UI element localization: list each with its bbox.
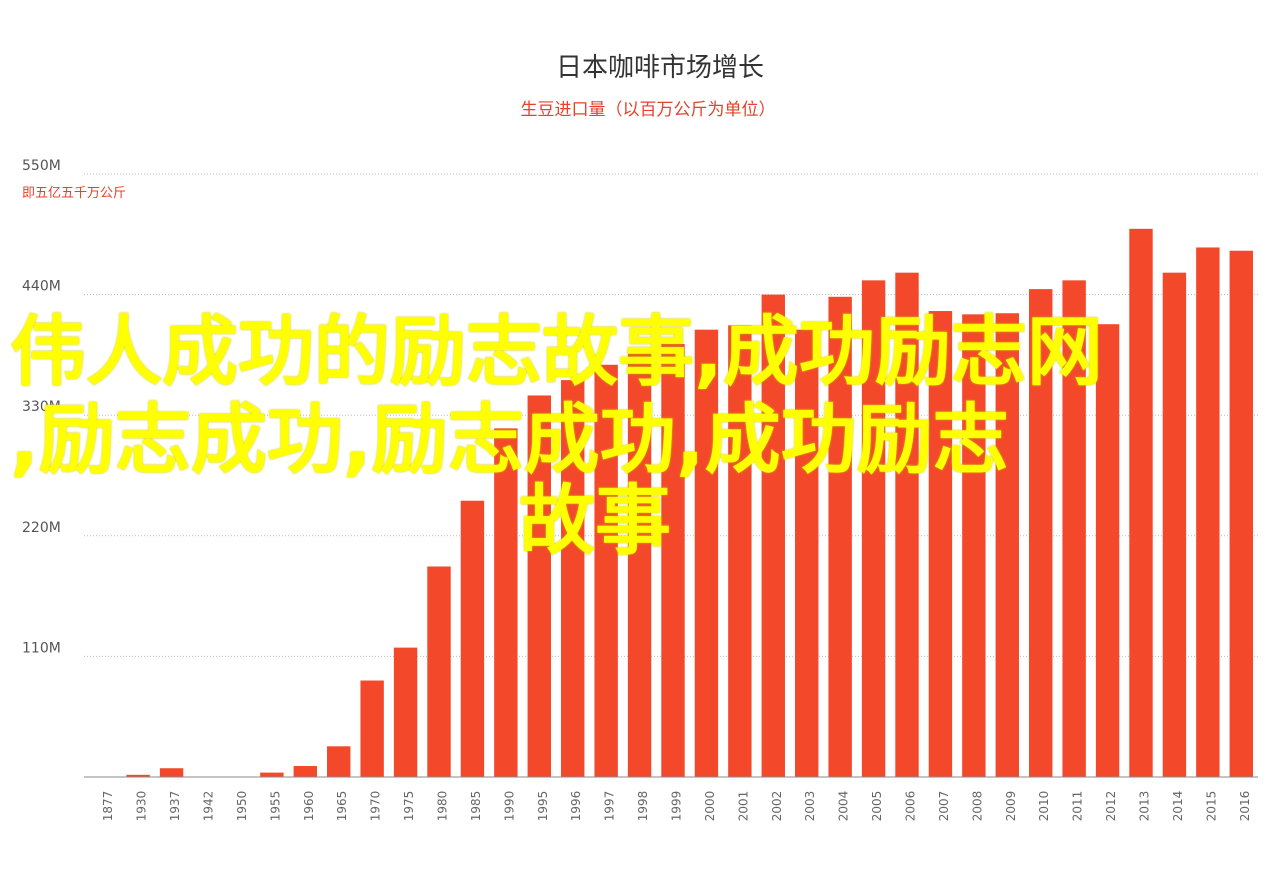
x-tick-labels: 1877 1930 1937 1942 1950 1955 1960 1965 1970 1975… bbox=[101, 791, 1252, 822]
x-tick-label: 1955 bbox=[268, 791, 282, 822]
bars bbox=[126, 228, 1253, 777]
bar-2004 bbox=[828, 296, 852, 777]
bar-1955 bbox=[260, 772, 284, 777]
bar-1995 bbox=[527, 395, 551, 777]
bar-2001 bbox=[728, 325, 752, 777]
bar-2012 bbox=[1095, 324, 1120, 777]
x-tick-label: 1999 bbox=[670, 791, 684, 822]
bar-1965 bbox=[327, 746, 351, 777]
bar-2011 bbox=[1062, 280, 1086, 777]
gridlines: 110M 220M 330M 440M 550M bbox=[22, 158, 1258, 657]
x-tick-label: 1960 bbox=[302, 791, 316, 822]
bar-2006 bbox=[895, 272, 919, 777]
x-tick-label: 1970 bbox=[369, 791, 383, 822]
y-tick-label: 440M bbox=[22, 279, 61, 295]
x-tick-label: 2011 bbox=[1071, 791, 1085, 822]
bar-2009 bbox=[995, 313, 1019, 777]
x-tick-label: 1998 bbox=[636, 791, 650, 822]
chart-title: 日本咖啡市场增长 bbox=[556, 53, 764, 83]
bar-1996 bbox=[561, 380, 585, 777]
x-tick-label: 2013 bbox=[1138, 791, 1152, 822]
chart-subtitle: 生豆进口量（以百万公斤为单位） bbox=[521, 100, 776, 120]
bar-2000 bbox=[694, 329, 719, 777]
bar-2003 bbox=[795, 329, 819, 777]
bar-1960 bbox=[293, 766, 317, 777]
bar-2005 bbox=[861, 280, 886, 777]
x-tick-label: 1965 bbox=[335, 791, 349, 822]
x-tick-label: 1942 bbox=[202, 791, 216, 822]
y-tick-label: 220M bbox=[22, 520, 61, 536]
x-tick-label: 1930 bbox=[135, 791, 149, 822]
bar-1990 bbox=[494, 428, 518, 777]
bar-2015 bbox=[1196, 247, 1220, 777]
x-tick-label: 1995 bbox=[536, 791, 550, 822]
bar-1970 bbox=[360, 680, 384, 777]
x-tick-label: 1877 bbox=[101, 791, 115, 822]
bar-1980 bbox=[427, 566, 451, 777]
bar-2010 bbox=[1029, 289, 1053, 777]
bar-2002 bbox=[761, 294, 785, 777]
x-tick-label: 1950 bbox=[235, 791, 249, 822]
bar-2014 bbox=[1162, 272, 1187, 777]
x-tick-label: 1937 bbox=[168, 791, 182, 822]
x-tick-label: 2003 bbox=[803, 791, 817, 822]
y-tick-label: 330M bbox=[22, 399, 61, 415]
x-tick-label: 2007 bbox=[937, 791, 951, 822]
bar-1997 bbox=[594, 364, 618, 777]
x-tick-label: 2014 bbox=[1171, 791, 1185, 822]
y-tick-label: 550M bbox=[22, 158, 61, 174]
x-tick-label: 1975 bbox=[402, 791, 416, 822]
bar-1937 bbox=[159, 768, 184, 777]
y-unit-note: 即五亿五千万公斤 bbox=[22, 186, 126, 201]
bar-1998 bbox=[627, 351, 652, 777]
x-tick-label: 1996 bbox=[569, 791, 583, 822]
x-tick-label: 2010 bbox=[1037, 791, 1051, 822]
bar-1999 bbox=[661, 343, 685, 777]
x-tick-label: 2016 bbox=[1238, 791, 1252, 822]
x-tick-label: 2004 bbox=[837, 791, 851, 822]
x-tick-label: 2006 bbox=[904, 791, 918, 822]
bar-1930 bbox=[126, 774, 150, 777]
x-tick-label: 1997 bbox=[603, 791, 617, 822]
x-tick-label: 1985 bbox=[469, 791, 483, 822]
x-tick-label: 2001 bbox=[736, 791, 750, 822]
x-tick-label: 2005 bbox=[870, 791, 884, 822]
x-tick-label: 2008 bbox=[970, 791, 984, 822]
bar-1985 bbox=[460, 500, 485, 777]
x-tick-label: 1990 bbox=[502, 791, 516, 822]
bar-2007 bbox=[928, 311, 953, 777]
y-tick-label: 110M bbox=[22, 640, 61, 656]
bar-2016 bbox=[1229, 250, 1253, 777]
x-tick-label: 2000 bbox=[703, 791, 717, 822]
bar-2013 bbox=[1129, 228, 1153, 777]
x-tick-label: 2012 bbox=[1104, 791, 1118, 822]
x-tick-label: 2002 bbox=[770, 791, 784, 822]
x-tick-label: 2015 bbox=[1204, 791, 1218, 822]
bar-2008 bbox=[962, 314, 986, 777]
x-tick-label: 2009 bbox=[1004, 791, 1018, 822]
x-tick-label: 1980 bbox=[436, 791, 450, 822]
bar-1975 bbox=[393, 647, 418, 777]
